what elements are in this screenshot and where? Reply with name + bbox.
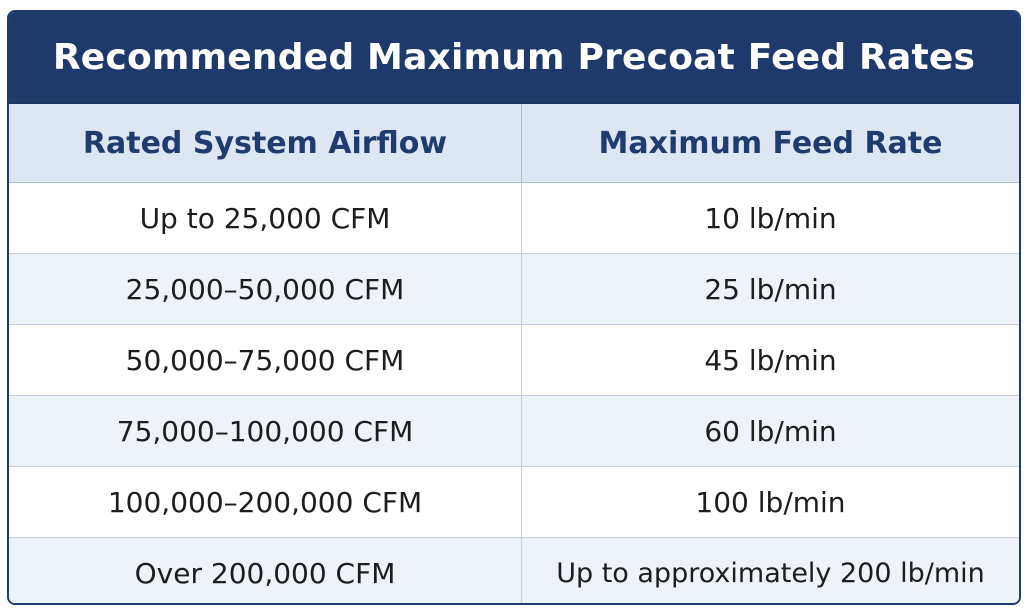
airflow-cell: 50,000–75,000 CFM bbox=[9, 325, 522, 395]
feed-rate-cell: 45 lb/min bbox=[704, 343, 837, 377]
airflow-cell: 25,000–50,000 CFM bbox=[9, 254, 522, 324]
table-row: 75,000–100,000 CFM 60 lb/min bbox=[9, 396, 1019, 467]
table-row: 50,000–75,000 CFM 45 lb/min bbox=[9, 325, 1019, 396]
airflow-cell: Over 200,000 CFM bbox=[9, 538, 522, 603]
airflow-cell: Up to 25,000 CFM bbox=[9, 183, 522, 253]
table-row: 25,000–50,000 CFM 25 lb/min bbox=[9, 254, 1019, 325]
column-header-airflow: Rated System Airflow bbox=[9, 104, 522, 182]
table-row: Over 200,000 CFM Up to approximately 200… bbox=[9, 538, 1019, 603]
table-row: Up to 25,000 CFM 10 lb/min bbox=[9, 183, 1019, 254]
table-row: 100,000–200,000 CFM 100 lb/min bbox=[9, 467, 1019, 538]
feed-rate-cell: 25 lb/min bbox=[704, 272, 837, 306]
airflow-cell: 100,000–200,000 CFM bbox=[9, 467, 522, 537]
column-header-feed-rate: Maximum Feed Rate bbox=[598, 125, 943, 161]
feed-rate-cell: 10 lb/min bbox=[704, 201, 837, 235]
table-header-row: Rated System Airflow Maximum Feed Rate bbox=[9, 104, 1019, 183]
table-title: Recommended Maximum Precoat Feed Rates bbox=[9, 12, 1019, 104]
airflow-cell: 75,000–100,000 CFM bbox=[9, 396, 522, 466]
feed-rate-table: Recommended Maximum Precoat Feed Rates R… bbox=[7, 10, 1021, 605]
feed-rate-cell: 60 lb/min bbox=[704, 414, 837, 448]
feed-rate-cell: Up to approximately 200 lb/min bbox=[556, 557, 985, 589]
feed-rate-cell: 100 lb/min bbox=[695, 485, 846, 519]
